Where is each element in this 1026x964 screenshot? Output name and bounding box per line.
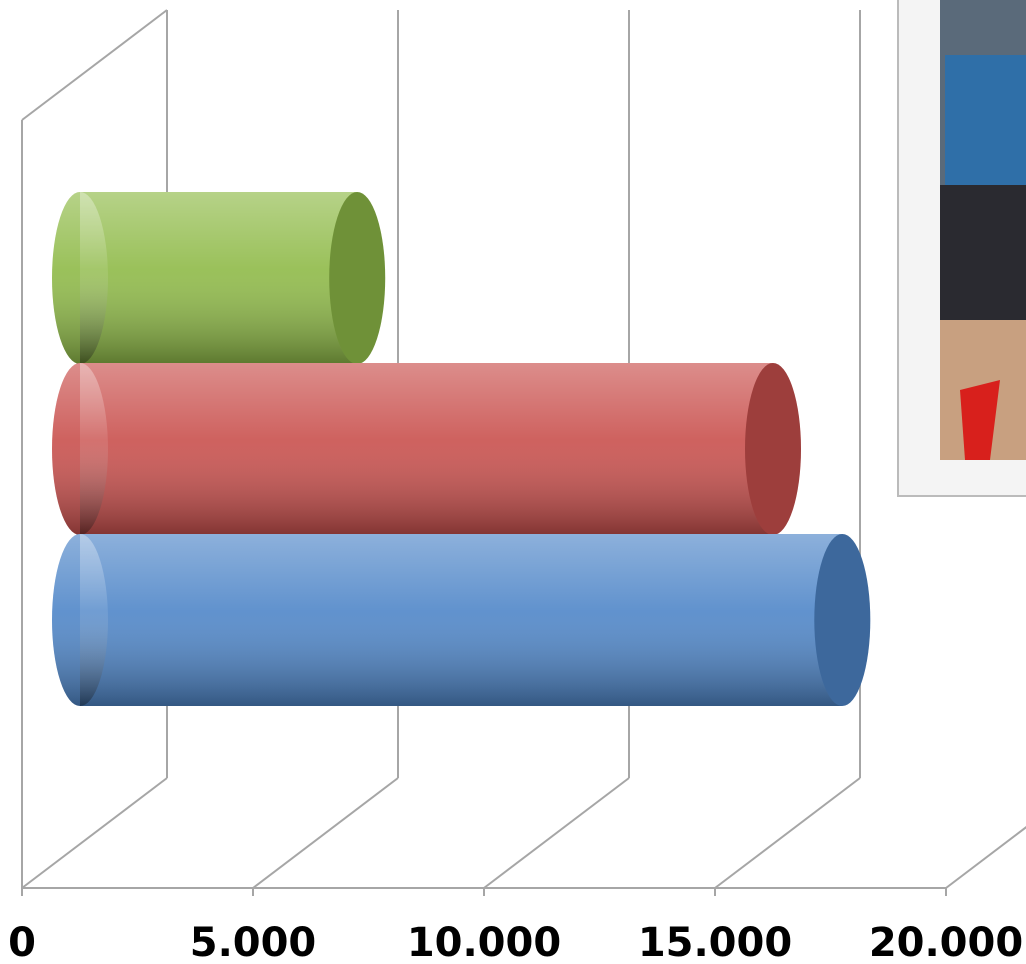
floor-grid-line (483, 777, 630, 889)
bar (52, 534, 871, 706)
floor-grid-line (714, 777, 861, 889)
floor-grid-line (945, 826, 1026, 889)
x-tick-label: 0 (8, 920, 36, 964)
bar (52, 363, 801, 535)
x-tick-label: 15.000 (638, 920, 792, 964)
x-tick-label: 10.000 (407, 920, 561, 964)
floor-grid-line (21, 777, 168, 889)
x-tick-label: 20.000 (869, 920, 1023, 964)
photo (897, 0, 1026, 497)
x-tick-label: 5.000 (190, 920, 317, 964)
bar (52, 192, 386, 364)
floor-grid-line (252, 777, 399, 889)
wall-edge (21, 9, 168, 121)
